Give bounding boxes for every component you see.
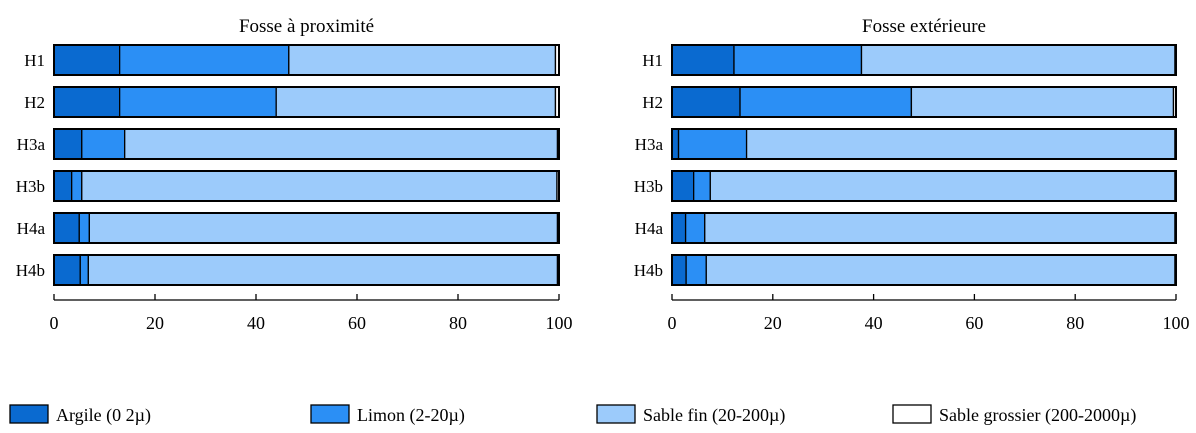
bar-segment xyxy=(81,170,558,202)
bar-segment xyxy=(860,44,1176,76)
x-tick-label: 60 xyxy=(348,313,366,333)
bar-segment xyxy=(88,212,559,244)
category-label: H3b xyxy=(634,177,663,196)
chart-panel-1: Fosse à proximité H1 H2 H3a H3b H4a H4b 0 20 40 60… xyxy=(16,16,573,333)
bar-segment xyxy=(81,128,126,160)
legend-label: Limon (2-20µ) xyxy=(357,405,465,426)
bar-segment xyxy=(733,44,863,76)
legend-swatch xyxy=(310,404,350,424)
bar-segment xyxy=(684,212,706,244)
bar-segment xyxy=(709,170,1176,202)
bar-segment xyxy=(288,44,557,76)
bar-segment xyxy=(53,44,121,76)
bar-segment xyxy=(79,254,89,286)
bar-segment xyxy=(78,212,90,244)
bar-segment xyxy=(53,86,121,118)
legend-label: Argile (0 2µ) xyxy=(56,405,151,426)
bar-segment xyxy=(910,86,1175,118)
bar-segment xyxy=(705,254,1176,286)
x-tick-label: 100 xyxy=(546,313,573,333)
bar-segment xyxy=(671,44,735,76)
bar-frame xyxy=(53,86,560,118)
bar-frame xyxy=(53,170,560,202)
bar-segment xyxy=(685,254,707,286)
bar-segment xyxy=(119,44,290,76)
x-tick-label: 80 xyxy=(449,313,467,333)
category-label: H4a xyxy=(17,219,46,238)
bar-frame xyxy=(53,44,560,76)
category-label: H3a xyxy=(635,135,664,154)
bar-segment xyxy=(677,128,748,160)
bar-segment xyxy=(671,86,741,118)
bar-frame xyxy=(671,254,1177,286)
bar-frame xyxy=(53,254,560,286)
bar-frame xyxy=(671,170,1177,202)
legend-swatch xyxy=(9,404,49,424)
legend-label: Sable fin (20-200µ) xyxy=(643,405,785,426)
chart-title: Fosse à proximité xyxy=(239,16,374,37)
bar-segment xyxy=(87,254,559,286)
bar-segment xyxy=(53,128,83,160)
bar-segment xyxy=(671,254,687,286)
category-label: H4a xyxy=(635,219,664,238)
bar-frame xyxy=(671,212,1177,244)
legend-swatch xyxy=(892,404,932,424)
bar-segment xyxy=(119,86,277,118)
x-tick-label: 0 xyxy=(50,313,59,333)
category-label: H3b xyxy=(16,177,45,196)
bar-segment xyxy=(739,86,913,118)
x-tick-label: 20 xyxy=(146,313,164,333)
bar-segment xyxy=(124,128,559,160)
legend: Argile (0 2µ) Limon (2-20µ) Sable fin (20-… xyxy=(9,404,1136,426)
bar-frame xyxy=(671,44,1177,76)
bar-frame xyxy=(53,212,560,244)
x-tick-label: 20 xyxy=(764,313,782,333)
bar-segment xyxy=(53,170,73,202)
bar-segment xyxy=(745,128,1176,160)
bar-segment xyxy=(671,170,695,202)
category-label: H1 xyxy=(24,51,45,70)
category-label: H3a xyxy=(17,135,46,154)
bar-frame xyxy=(671,86,1177,118)
bar-frame xyxy=(53,128,560,160)
category-label: H4b xyxy=(16,261,45,280)
bar-segment xyxy=(671,212,687,244)
bar-segment xyxy=(704,212,1176,244)
x-tick-label: 100 xyxy=(1163,313,1190,333)
legend-label: Sable grossier (200-2000µ) xyxy=(939,405,1136,426)
bar-segment xyxy=(71,170,83,202)
legend-swatch xyxy=(596,404,636,424)
bar-segment xyxy=(693,170,711,202)
bar-segment xyxy=(53,254,81,286)
x-tick-label: 40 xyxy=(247,313,265,333)
bar-segment xyxy=(53,212,80,244)
chart-title: Fosse extérieure xyxy=(862,16,986,37)
category-label: H2 xyxy=(642,93,663,112)
category-label: H4b xyxy=(634,261,663,280)
bar-frame xyxy=(671,128,1177,160)
bar-segment xyxy=(275,86,557,118)
x-tick-label: 60 xyxy=(965,313,983,333)
x-tick-label: 80 xyxy=(1066,313,1084,333)
category-label: H1 xyxy=(642,51,663,70)
x-tick-label: 40 xyxy=(865,313,883,333)
category-label: H2 xyxy=(24,93,45,112)
x-tick-label: 0 xyxy=(668,313,677,333)
chart-panel-2: Fosse extérieure H1 H2 H3a H3b H4a H4b 0 20 40 60 8… xyxy=(634,16,1190,333)
